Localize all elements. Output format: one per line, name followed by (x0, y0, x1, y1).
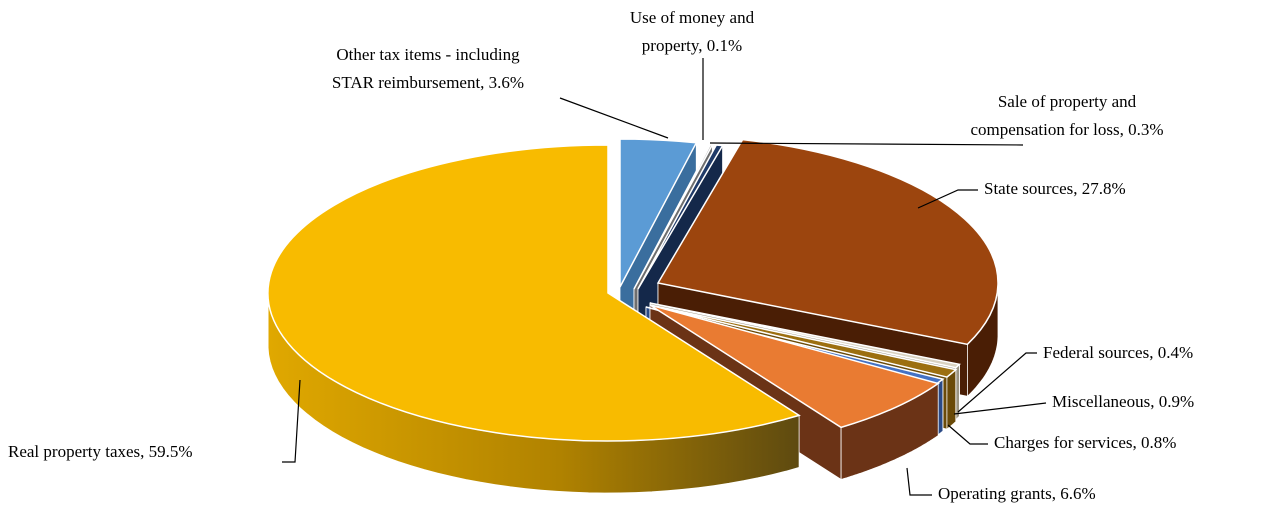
slice-label: Federal sources, 0.4% (1043, 343, 1193, 362)
leader-line (917, 189, 978, 209)
slice-label-line: Use of money and (630, 8, 755, 27)
slice-label: Miscellaneous, 0.9% (1052, 392, 1194, 411)
pie-slice (656, 138, 999, 346)
slice-label: Sale of property and compensation for los… (970, 92, 1163, 139)
leader-line (559, 97, 669, 139)
slice-label: Charges for services, 0.8% (994, 433, 1176, 452)
slice-label-line: Other tax items - including (336, 45, 520, 64)
leader-line (947, 424, 988, 445)
pie-slice (649, 304, 958, 378)
slice-label-line: Sale of property and (998, 92, 1137, 111)
leader-line (957, 352, 1037, 413)
slice-label-line: compensation for loss, 0.3% (970, 120, 1163, 139)
slice-label: Real property taxes, 59.5% (8, 442, 193, 461)
slice-label-line: property, 0.1% (642, 36, 742, 55)
slice-label-line: STAR reimbursement, 3.6% (332, 73, 524, 92)
leader-line (282, 379, 301, 463)
pie-slice-side (946, 368, 957, 431)
leader-line (906, 467, 932, 496)
leader-line (953, 402, 1047, 415)
pie-slice (649, 304, 940, 429)
pie-slice (267, 144, 801, 442)
pie-slice (637, 144, 724, 290)
pie-slice (619, 138, 698, 288)
pie-slice (633, 144, 714, 290)
pie-slice (649, 302, 961, 369)
slice-label: Use of money and property, 0.1% (630, 8, 755, 55)
leader-line (709, 142, 1024, 146)
slice-label: State sources, 27.8% (984, 179, 1126, 198)
slice-label: Other tax items - including STAR reimburs… (332, 45, 524, 92)
slice-label: Operating grants, 6.6% (938, 484, 1096, 503)
